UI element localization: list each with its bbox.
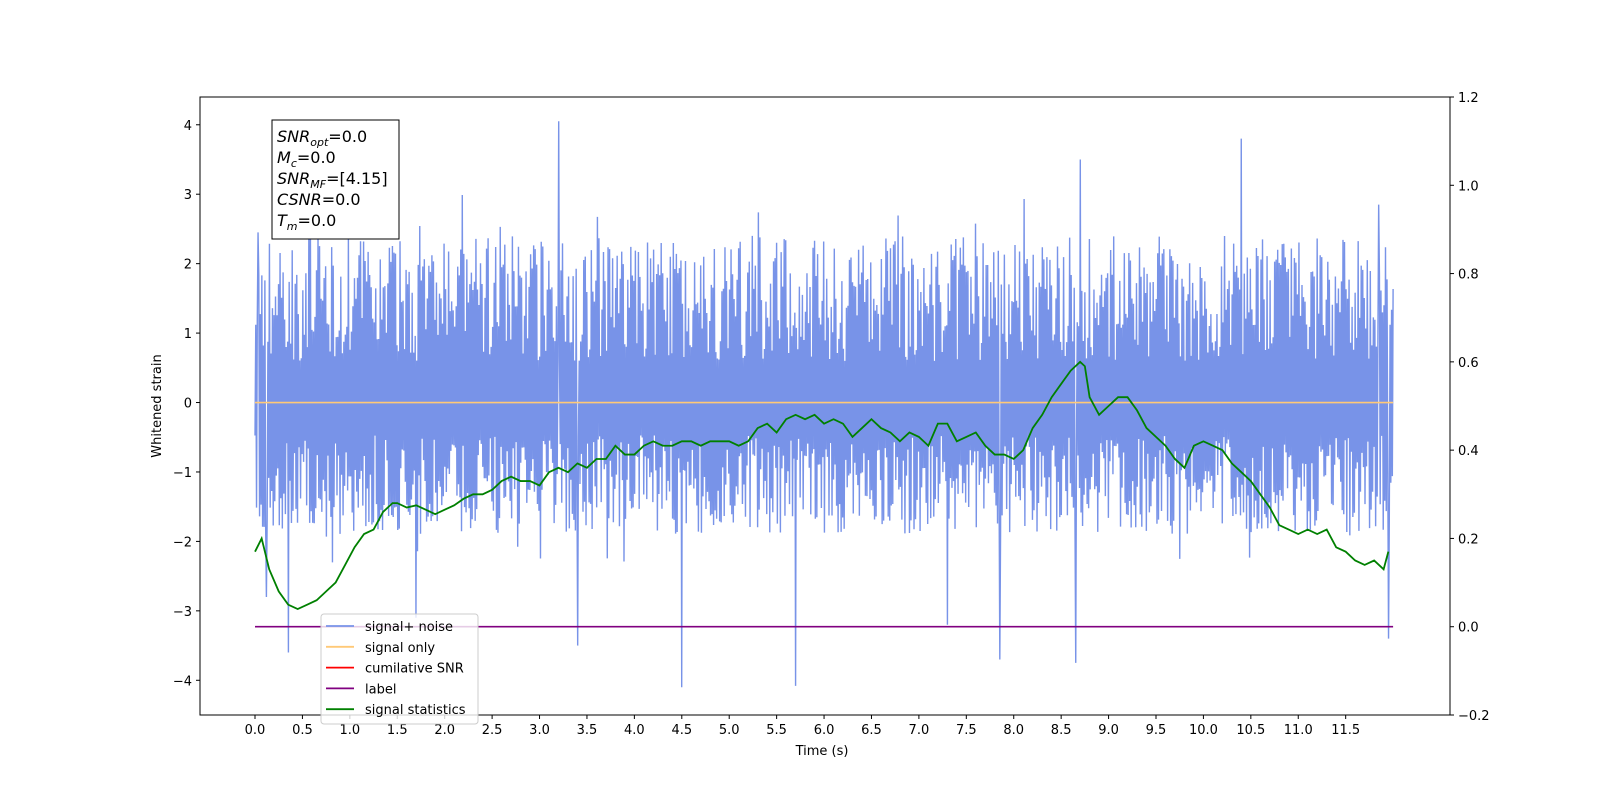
legend: signal+ noise signal only cumilative SNR la… <box>320 613 479 725</box>
y2-tick-label: −0.2 <box>1458 709 1490 724</box>
y-tick-label: −1 <box>173 466 192 481</box>
x-tick-label: 3.0 <box>529 723 550 738</box>
signal-statistics-line <box>254 360 1390 611</box>
y-tick-label: 2 <box>184 258 192 273</box>
x-tick-label: 3.5 <box>577 723 598 738</box>
x-tick-label: 1.5 <box>387 723 408 738</box>
stats-symbol: T <box>277 211 288 230</box>
legend-label: signal+ noise <box>365 620 453 635</box>
x-tick-label: 4.5 <box>671 723 692 738</box>
stats-row: CSNR=0.0 <box>277 190 361 209</box>
x-tick-label: 10.5 <box>1236 723 1265 738</box>
signal-noise-series <box>254 121 1394 688</box>
x-tick-label: 8.0 <box>1003 723 1024 738</box>
y-tick-label: −2 <box>173 535 192 550</box>
stats-subscript: MF <box>310 178 326 191</box>
y2-tick-label: 1.2 <box>1458 91 1479 106</box>
y-tick-label: 0 <box>184 397 192 412</box>
y2-tick-label: 0.8 <box>1458 268 1479 283</box>
stats-subscript: opt <box>310 136 329 149</box>
x-tick-label: 7.5 <box>956 723 977 738</box>
x-tick-label: 10.0 <box>1189 723 1218 738</box>
stats-value: =[4.15] <box>326 169 388 188</box>
x-tick-label: 1.0 <box>340 723 361 738</box>
stats-row: SNRopt=0.0 <box>277 127 367 149</box>
legend-frame <box>320 613 479 725</box>
x-tick-label: 11.0 <box>1284 723 1313 738</box>
stats-subscript: c <box>291 157 297 170</box>
x-tick-label: 9.5 <box>1146 723 1167 738</box>
x-tick-label: 11.5 <box>1331 723 1360 738</box>
x-tick-label: 8.5 <box>1051 723 1072 738</box>
x-tick-label: 7.0 <box>909 723 930 738</box>
x-tick-label: 4.0 <box>624 723 645 738</box>
stats-value: =0.0 <box>298 211 337 230</box>
stats-symbol: SNR <box>277 169 310 188</box>
stats-value: =0.0 <box>328 127 367 146</box>
legend-label: label <box>365 682 396 697</box>
legend-label: cumilative SNR <box>365 662 464 677</box>
legend-label: signal only <box>365 641 435 656</box>
stats-box: SNRopt=0.0Mc=0.0SNRMF=[4.15]CSNR=0.0Tm=0… <box>271 119 400 240</box>
stats-value: =0.0 <box>297 148 336 167</box>
x-tick-label: 0.5 <box>292 723 313 738</box>
y2-tick-label: 1.0 <box>1458 179 1479 194</box>
y2-tick-label: 0.0 <box>1458 621 1479 636</box>
y2-axis-ticks: 1.2 1.0 0.8 0.6 0.4 0.2 0.0 −0.2 <box>1450 91 1490 724</box>
y-tick-label: 3 <box>184 188 192 203</box>
stats-row: SNRMF=[4.15] <box>277 169 388 191</box>
x-tick-label: 6.0 <box>814 723 835 738</box>
stats-value: =0.0 <box>322 190 361 209</box>
x-tick-label: 5.5 <box>766 723 787 738</box>
stats-box-frame <box>271 119 400 240</box>
y-tick-label: −3 <box>173 605 192 620</box>
stats-subscript: m <box>287 220 298 233</box>
signal-noise-line <box>254 121 1394 688</box>
y-tick-label: 1 <box>184 327 192 342</box>
y-axis-ticks: 4 3 2 1 0 −1 −2 −3 −4 <box>173 119 200 689</box>
x-tick-label: 2.5 <box>482 723 503 738</box>
y2-tick-label: 0.2 <box>1458 532 1479 547</box>
y-axis-label: Whitened strain <box>150 354 165 457</box>
plot-frame <box>199 96 1451 716</box>
stats-row: Mc=0.0 <box>277 148 336 170</box>
x-tick-label: 6.5 <box>861 723 882 738</box>
stats-symbol: SNR <box>277 127 310 146</box>
y2-tick-label: 0.6 <box>1458 356 1479 371</box>
x-tick-label: 2.0 <box>434 723 455 738</box>
stats-row: Tm=0.0 <box>277 211 336 233</box>
stats-symbol: M <box>277 148 291 167</box>
x-tick-label: 5.0 <box>719 723 740 738</box>
x-tick-label: 0.0 <box>245 723 266 738</box>
x-axis-ticks: 0.0 0.5 1.0 1.5 2.0 2.5 3.0 3.5 4.0 4.5 5.0 5.5 6.0 6… <box>245 715 1360 738</box>
y-tick-label: −4 <box>173 674 192 689</box>
stats-symbol: CSNR <box>277 190 322 209</box>
x-axis-label: Time (s) <box>795 744 849 759</box>
y2-tick-label: 0.4 <box>1458 444 1479 459</box>
x-tick-label: 9.0 <box>1098 723 1119 738</box>
legend-label: signal statistics <box>365 703 466 718</box>
y-tick-label: 4 <box>184 119 192 134</box>
